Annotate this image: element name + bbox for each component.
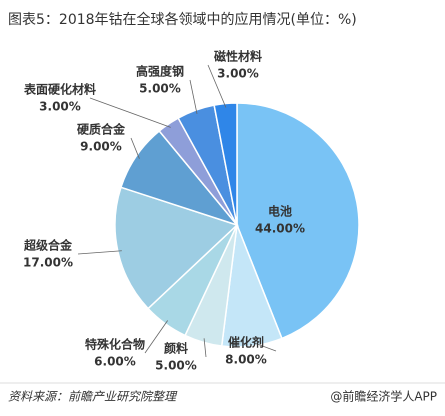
slice-label: 高强度钢: [136, 64, 184, 79]
slice-label: 硬质合金: [77, 122, 126, 137]
leader-line: [203, 338, 207, 358]
leader-line: [144, 320, 168, 354]
leader-line: [251, 341, 277, 352]
leader-line: [77, 250, 122, 255]
slice-label: 超级合金: [23, 238, 73, 253]
value-label: 3.00%: [217, 67, 259, 81]
pie-slice: [213, 102, 238, 226]
leader-line: [207, 64, 227, 108]
value-label: 5.00%: [155, 359, 197, 373]
slice-label: 磁性材料: [213, 49, 262, 64]
value-label: 9.00%: [80, 140, 122, 154]
value-label: 6.00%: [94, 355, 136, 369]
slice-label: 颜料: [164, 341, 188, 356]
leader-line: [130, 137, 140, 159]
leader-line: [189, 79, 198, 115]
slice-label: 催化剂: [228, 335, 264, 350]
slice-label: 电池: [268, 204, 292, 219]
pie-slice: [236, 102, 360, 340]
source: 资料来源：前瞻产业研究院整理: [8, 390, 178, 404]
leader-line: [89, 97, 171, 128]
value-label: 17.00%: [23, 256, 73, 270]
credit: @前瞻经济学人APP: [330, 389, 437, 404]
value-label: 5.00%: [139, 82, 181, 96]
chart-title: 图表5：2018年钴在全球各领域中的应用情况(单位：%): [8, 11, 357, 28]
pie-slice: [114, 186, 239, 310]
value-label: 3.00%: [39, 100, 81, 114]
value-label: 8.00%: [225, 353, 267, 367]
value-label: 44.00%: [255, 222, 305, 236]
slice-label: 表面硬化材料: [23, 82, 96, 97]
slice-label: 特殊化合物: [85, 337, 145, 352]
pie: 电池 44.00% 催化剂 8.00% 颜料 5.00% 特殊化合物 6.00% 超级合金 17.…: [23, 49, 360, 373]
